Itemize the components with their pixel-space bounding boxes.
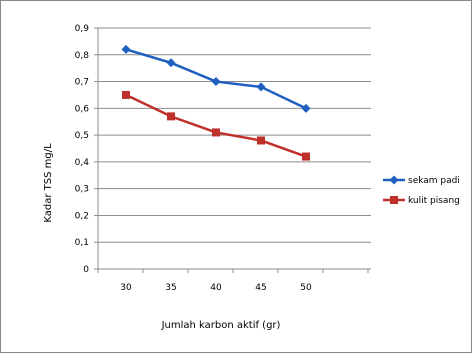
y-tick-label: 0,6 [75,104,90,114]
y-tick-label: 0,3 [75,185,89,195]
y-tick-label: 0,4 [75,158,90,168]
legend-marker [390,196,398,204]
y-tick-label: 0,9 [75,24,90,34]
y-tick-label: 0,2 [75,211,89,221]
data-point [122,90,130,99]
x-tick-labels: 30 35 40 45 50 [120,283,312,293]
data-point [301,103,311,113]
legend-marker [389,175,399,185]
y-tick-label: 0,1 [75,238,89,248]
series-lines [121,44,311,161]
data-point [121,44,131,54]
legend: sekam padi kulit pisang [383,175,460,206]
y-tick-label: 0,8 [75,51,90,61]
data-point [256,82,266,92]
legend-label: kulit pisang [408,196,460,206]
series-2 [122,90,310,161]
series-line [125,93,307,158]
x-tick-label: 40 [210,283,222,293]
data-point [212,128,220,137]
series-1 [121,44,311,113]
data-point [167,112,175,121]
data-point [302,152,310,161]
x-tick-label: 50 [300,283,312,293]
data-point [257,136,265,145]
y-tick-label: 0 [83,265,89,275]
y-tick-labels: 0 0,1 0,2 0,3 0,4 0,5 0,6 0,7 0,8 0,9 [75,24,90,275]
axes [97,28,371,273]
x-tick-label: 30 [120,283,132,293]
y-tick-label: 0,5 [75,131,89,141]
data-point [211,77,221,87]
legend-item: sekam padi [383,175,460,186]
y-axis-title: Kadar TSS mg/L [43,143,54,223]
x-tick-label: 45 [255,283,266,293]
y-tick-label: 0,7 [75,78,89,88]
x-tick-label: 35 [165,283,176,293]
x-axis-title: Jumlah karbon aktif (gr) [161,320,281,331]
gridlines [94,27,371,270]
data-point [166,58,176,68]
legend-item: kulit pisang [383,196,460,206]
legend-label: sekam padi [408,176,460,186]
